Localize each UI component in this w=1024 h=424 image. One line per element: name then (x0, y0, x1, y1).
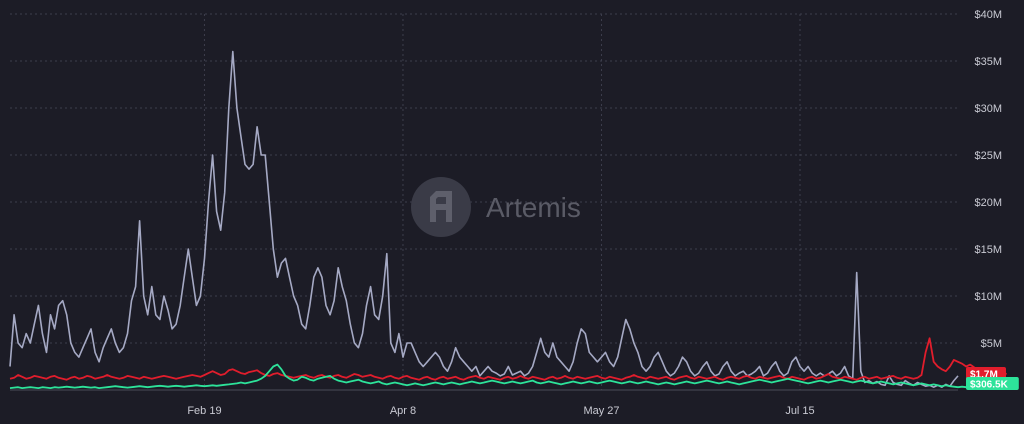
series-gray-line (9, 50, 959, 389)
x-tick-label: Jul 15 (785, 405, 814, 417)
y-tick-label: $20M (974, 197, 1002, 209)
y-tick-label: $35M (974, 56, 1002, 68)
artemis-logo-mark (430, 191, 452, 222)
y-tick-label: $5M (981, 338, 1002, 350)
y-tick-label: $25M (974, 150, 1002, 162)
series-green-line (9, 363, 987, 390)
x-tick-label: Apr 8 (390, 405, 416, 417)
value-badge-label: $1.7M (970, 370, 998, 381)
y-tick-label: $10M (974, 291, 1002, 303)
value-badge-label: $306.5K (970, 380, 1009, 391)
watermark-text: Artemis (486, 192, 581, 223)
y-tick-label: $30M (974, 103, 1002, 115)
value-badge (966, 367, 1006, 380)
series-layer (9, 50, 1007, 390)
x-tick-label: Feb 19 (187, 405, 221, 417)
artemis-watermark: Artemis (411, 177, 581, 237)
label-layer: $1.7M$306.5K (966, 367, 1019, 391)
grid-layer (10, 13, 958, 391)
axis-layer: $5M $10M $15M $20M $25M $30M $35M $40M Feb 19 Apr… (187, 9, 1002, 417)
x-tick-label: May 27 (583, 405, 619, 417)
value-badge (966, 377, 1019, 390)
series-red-line (9, 337, 1007, 381)
y-tick-label: $15M (974, 244, 1002, 256)
y-tick-label: $40M (974, 9, 1002, 21)
